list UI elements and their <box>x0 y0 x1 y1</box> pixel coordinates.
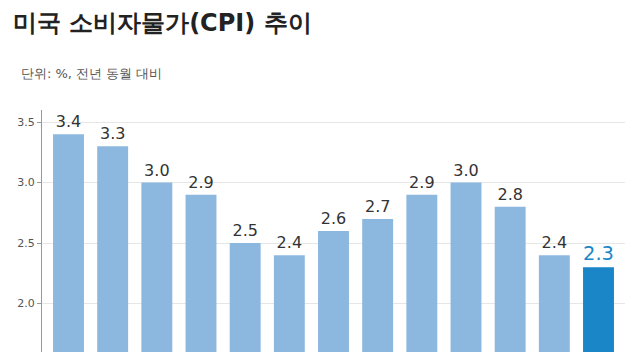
svg-text:2.6: 2.6 <box>321 209 346 228</box>
svg-text:2.9: 2.9 <box>188 173 213 192</box>
svg-text:2.0: 2.0 <box>17 297 35 310</box>
svg-text:2.3: 2.3 <box>583 242 614 265</box>
svg-text:3.0: 3.0 <box>144 161 169 180</box>
svg-text:2.5: 2.5 <box>17 237 35 250</box>
svg-text:2.4: 2.4 <box>542 233 567 252</box>
svg-text:3.3: 3.3 <box>100 124 125 143</box>
svg-text:2.4: 2.4 <box>277 233 302 252</box>
svg-text:3.5: 3.5 <box>17 116 35 129</box>
svg-text:2.9: 2.9 <box>409 173 434 192</box>
svg-text:3.4: 3.4 <box>56 112 81 131</box>
svg-text:2.8: 2.8 <box>497 185 522 204</box>
svg-text:미국 소비자물가(CPI) 추이: 미국 소비자물가(CPI) 추이 <box>13 9 312 37</box>
svg-text:단위: %, 전년 동월 대비: 단위: %, 전년 동월 대비 <box>21 66 162 81</box>
svg-text:3.0: 3.0 <box>17 176 35 189</box>
svg-text:2.5: 2.5 <box>232 221 257 240</box>
svg-text:3.0: 3.0 <box>453 161 478 180</box>
svg-text:2.7: 2.7 <box>365 197 390 216</box>
